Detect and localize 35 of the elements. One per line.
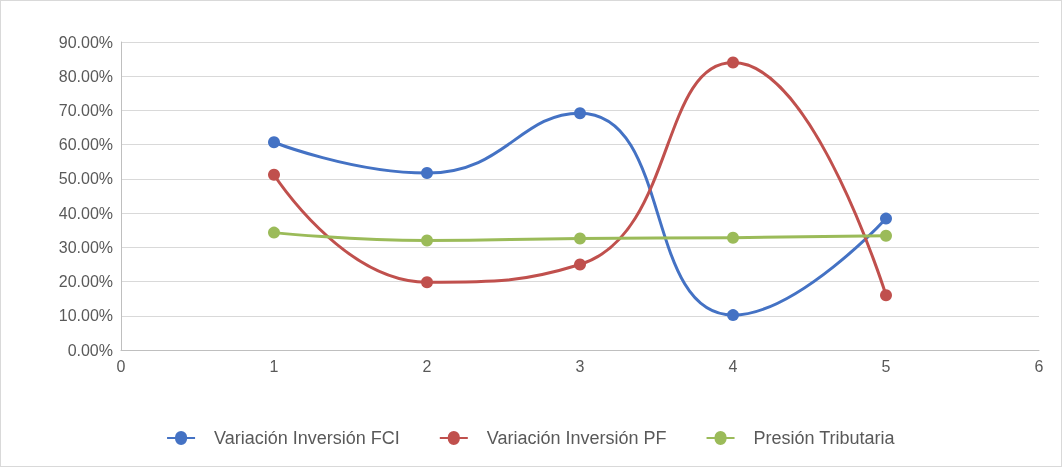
x-tick-label: 6 — [1034, 357, 1044, 375]
point — [268, 136, 280, 149]
point — [880, 289, 892, 302]
y-tick-label: 20.00% — [58, 273, 113, 291]
point — [727, 309, 739, 322]
point — [421, 167, 433, 180]
x-tick-label: 5 — [881, 357, 891, 375]
point — [268, 226, 280, 239]
x-tick-label: 2 — [422, 357, 432, 375]
legend-label: Presión Tributaria — [753, 428, 896, 448]
point — [574, 258, 586, 271]
x-tick-label: 0 — [116, 357, 126, 375]
point — [421, 276, 433, 289]
y-tick-label: 80.00% — [58, 67, 113, 85]
legend-label: Variación Inversión PF — [486, 428, 667, 448]
point — [574, 107, 586, 120]
point — [268, 168, 280, 181]
y-tick-label: 70.00% — [58, 101, 113, 119]
y-tick-label: 30.00% — [58, 238, 113, 256]
point — [421, 234, 433, 247]
point — [880, 212, 892, 225]
y-tick-label: 40.00% — [58, 204, 113, 222]
x-tick-label: 3 — [575, 357, 585, 375]
y-tick-label: 90.00% — [58, 33, 113, 51]
point — [727, 231, 739, 244]
point — [880, 229, 892, 242]
x-tick-label: 1 — [269, 357, 279, 375]
y-tick-label: 0.00% — [67, 341, 113, 359]
point — [727, 56, 739, 69]
y-tick-label: 10.00% — [58, 307, 113, 325]
legend-label: Variación Inversión FCI — [214, 428, 400, 448]
point — [574, 232, 586, 245]
x-tick-label: 4 — [728, 357, 738, 375]
y-tick-label: 60.00% — [58, 136, 113, 154]
y-tick-label: 50.00% — [58, 170, 113, 188]
